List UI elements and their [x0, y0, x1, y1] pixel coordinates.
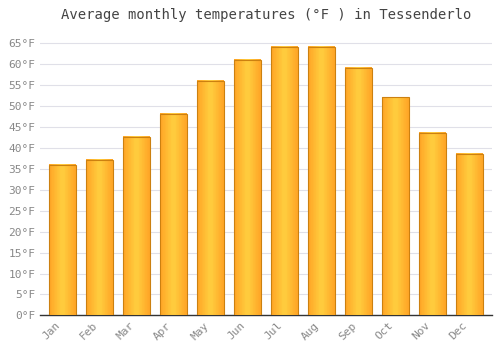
Bar: [270, 47, 298, 315]
Bar: [160, 114, 188, 315]
Bar: [234, 60, 262, 315]
Bar: [418, 133, 446, 315]
Bar: [48, 164, 76, 315]
Bar: [308, 47, 336, 315]
Bar: [86, 160, 114, 315]
Bar: [456, 154, 483, 315]
Bar: [122, 137, 150, 315]
Bar: [344, 68, 372, 315]
Title: Average monthly temperatures (°F ) in Tessenderlo: Average monthly temperatures (°F ) in Te…: [60, 8, 471, 22]
Bar: [196, 81, 224, 315]
Bar: [382, 98, 409, 315]
